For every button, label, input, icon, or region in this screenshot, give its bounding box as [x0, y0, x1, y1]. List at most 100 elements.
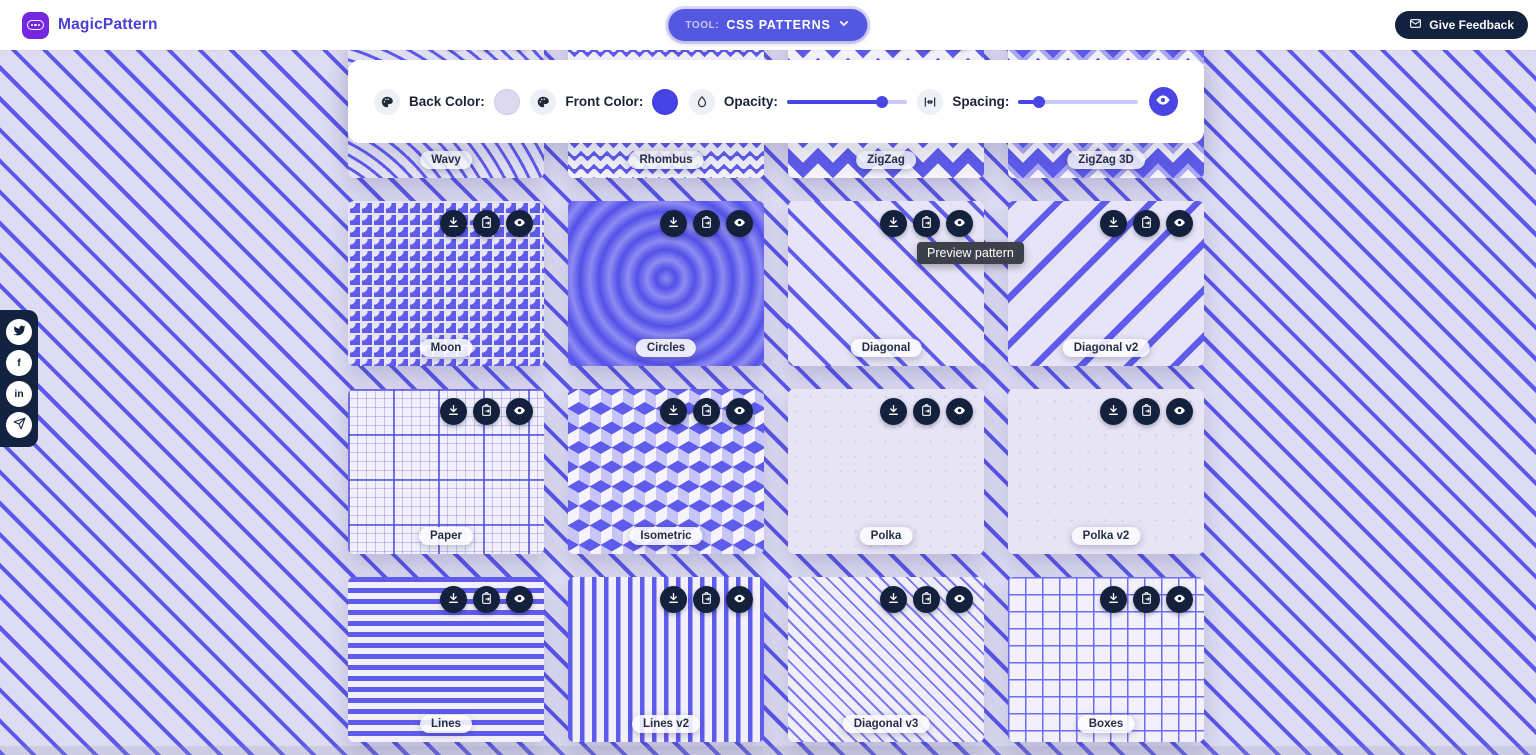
download-icon: [887, 404, 900, 420]
pattern-card-boxes[interactable]: Boxes: [1008, 577, 1204, 742]
copy-css-button[interactable]: [473, 210, 500, 237]
preview-pattern-button[interactable]: [506, 586, 533, 613]
pattern-card-moon[interactable]: Moon: [348, 201, 544, 366]
copy-css-button[interactable]: [693, 210, 720, 237]
copy-css-button[interactable]: [1133, 586, 1160, 613]
share-facebook-button[interactable]: f: [6, 350, 32, 376]
tool-selector-value: CSS PATTERNS: [726, 18, 831, 32]
spacing-slider[interactable]: [1018, 95, 1139, 109]
pattern-card-diagonal[interactable]: Diagonal: [788, 201, 984, 366]
eye-icon: [953, 404, 966, 420]
palette-icon: [374, 88, 400, 115]
download-pattern-button[interactable]: [440, 586, 467, 613]
card-actions: [440, 586, 533, 613]
card-actions: [440, 210, 533, 237]
logo-text: MagicPattern: [58, 16, 158, 33]
copy-css-button[interactable]: [1133, 210, 1160, 237]
tool-selector-button[interactable]: TOOL: CSS PATTERNS: [668, 9, 868, 41]
back-color-swatch[interactable]: [493, 88, 520, 115]
spacing-slider-thumb[interactable]: [1032, 95, 1045, 108]
pattern-name-label: Diagonal v2: [1062, 339, 1150, 357]
give-feedback-button[interactable]: Give Feedback: [1395, 11, 1528, 39]
clipboard-copy-icon: [700, 403, 713, 420]
preview-pattern-button[interactable]: [506, 398, 533, 425]
back-color-label: Back Color:: [409, 94, 485, 109]
copy-css-button[interactable]: [1133, 398, 1160, 425]
pattern-name-label: Circles: [635, 339, 697, 357]
pattern-card-diagonal-v3[interactable]: Diagonal v3: [788, 577, 984, 742]
preview-pattern-button[interactable]: [1166, 210, 1193, 237]
eye-icon: [1155, 92, 1171, 111]
download-pattern-button[interactable]: [440, 398, 467, 425]
linkedin-icon: in: [14, 387, 24, 400]
download-pattern-button[interactable]: [440, 210, 467, 237]
download-pattern-button[interactable]: [880, 586, 907, 613]
eye-icon: [733, 404, 746, 420]
clipboard-copy-icon: [1140, 591, 1153, 608]
preview-pattern-button[interactable]: [946, 586, 973, 613]
share-telegram-button[interactable]: [6, 412, 32, 438]
pattern-card-polka[interactable]: Polka: [788, 389, 984, 554]
download-pattern-button[interactable]: [1100, 586, 1127, 613]
share-linkedin-button[interactable]: in: [6, 381, 32, 407]
pattern-name-label: Isometric: [629, 527, 703, 545]
download-icon: [887, 216, 900, 232]
preview-pattern-button[interactable]: [1166, 398, 1193, 425]
pattern-card-polka-v2[interactable]: Polka v2: [1008, 389, 1204, 554]
pattern-name-label: Boxes: [1077, 715, 1135, 733]
download-pattern-button[interactable]: [1100, 398, 1127, 425]
front-color-group: Front Color:: [530, 88, 679, 115]
opacity-slider[interactable]: [786, 95, 907, 109]
clipboard-copy-icon: [1140, 403, 1153, 420]
front-color-label: Front Color:: [565, 94, 644, 109]
pattern-card-circles[interactable]: Circles: [568, 201, 764, 366]
preview-pattern-button[interactable]: [726, 398, 753, 425]
card-actions: [880, 586, 973, 613]
card-actions: [880, 210, 973, 237]
front-color-swatch[interactable]: [652, 88, 679, 115]
pattern-name-label: Lines: [419, 715, 473, 733]
pattern-card-lines-v2[interactable]: Lines v2: [568, 577, 764, 742]
eye-icon: [733, 216, 746, 232]
pattern-card-diagonal-v2[interactable]: Diagonal v2: [1008, 201, 1204, 366]
download-pattern-button[interactable]: [660, 210, 687, 237]
eye-icon: [733, 592, 746, 608]
logo[interactable]: MagicPattern: [22, 11, 158, 39]
card-actions: [660, 398, 753, 425]
preview-pattern-button[interactable]: [726, 586, 753, 613]
pattern-card-paper[interactable]: Paper: [348, 389, 544, 554]
opacity-label: Opacity:: [723, 94, 778, 109]
share-twitter-button[interactable]: [6, 319, 32, 345]
copy-css-button[interactable]: [913, 398, 940, 425]
download-pattern-button[interactable]: [880, 398, 907, 425]
opacity-group: Opacity:: [688, 88, 907, 115]
opacity-slider-fill: [786, 99, 882, 104]
pattern-card-lines[interactable]: Lines: [348, 577, 544, 742]
download-pattern-button[interactable]: [1100, 210, 1127, 237]
copy-css-button[interactable]: [473, 586, 500, 613]
copy-css-button[interactable]: [693, 398, 720, 425]
toggle-preview-button[interactable]: [1148, 87, 1178, 116]
opacity-slider-thumb[interactable]: [875, 95, 888, 108]
spacing-group: Spacing:: [917, 88, 1139, 115]
copy-css-button[interactable]: [693, 586, 720, 613]
download-pattern-button[interactable]: [660, 586, 687, 613]
download-icon: [1107, 216, 1120, 232]
preview-pattern-button[interactable]: [726, 210, 753, 237]
download-pattern-button[interactable]: [660, 398, 687, 425]
preview-pattern-button[interactable]: [946, 398, 973, 425]
preview-pattern-button[interactable]: [506, 210, 533, 237]
copy-css-button[interactable]: [473, 398, 500, 425]
download-pattern-button[interactable]: [880, 210, 907, 237]
preview-pattern-button[interactable]: [1166, 586, 1193, 613]
pattern-name-label: Lines v2: [631, 715, 701, 733]
copy-css-button[interactable]: [913, 586, 940, 613]
pattern-card-isometric[interactable]: Isometric: [568, 389, 764, 554]
clipboard-copy-icon: [920, 591, 933, 608]
eye-icon: [1173, 592, 1186, 608]
copy-css-button[interactable]: [913, 210, 940, 237]
clipboard-copy-icon: [480, 591, 493, 608]
preview-pattern-button[interactable]: [946, 210, 973, 237]
download-icon: [667, 216, 680, 232]
